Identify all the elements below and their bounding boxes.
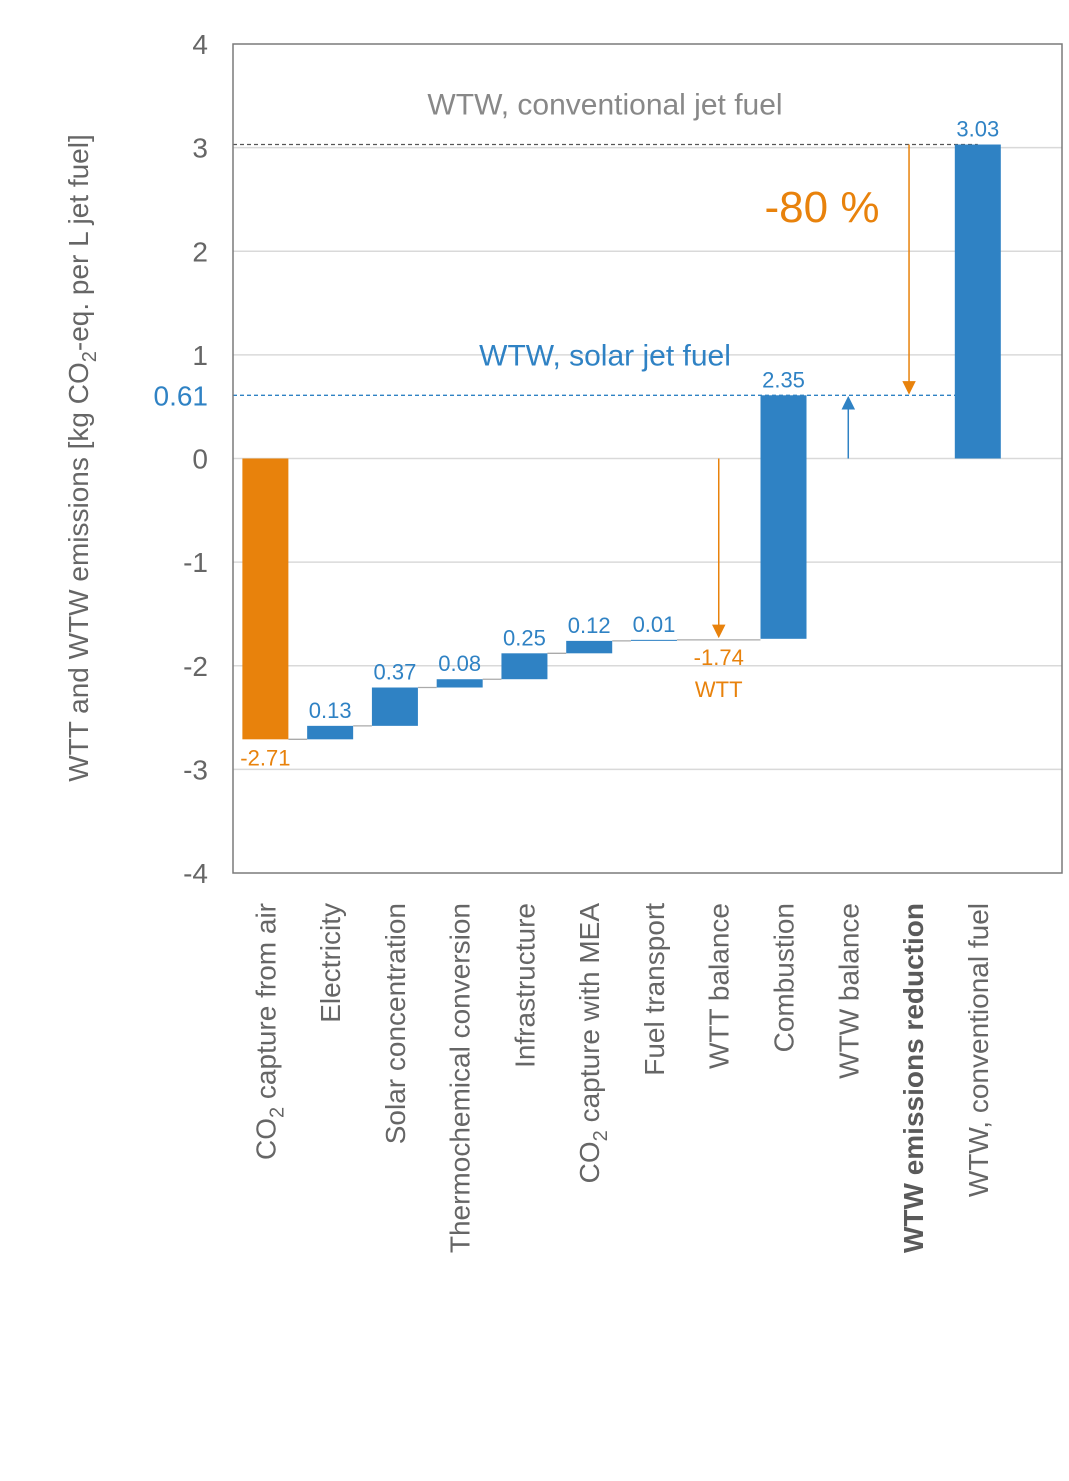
category-label: WTW emissions reduction (898, 903, 929, 1253)
bar (371, 687, 418, 726)
bar (566, 640, 613, 654)
category-label: Solar concentration (380, 903, 411, 1144)
data-label: 0.01 (633, 612, 676, 637)
y-tick-label: -2 (183, 651, 208, 682)
bar (436, 679, 483, 688)
category-label: CO2 capture with MEA (574, 903, 612, 1184)
data-label: 0.13 (309, 698, 352, 723)
bar (954, 144, 1001, 459)
data-label: 3.03 (956, 117, 999, 142)
bar (307, 725, 354, 740)
bars (242, 144, 1001, 740)
category-label: CO2 capture from air (250, 903, 288, 1160)
bar (242, 458, 289, 740)
bar (760, 395, 807, 639)
data-labels: WTW, conventional jet fuel WTW, solar jet… (240, 89, 999, 771)
data-label: 0.12 (568, 613, 611, 638)
reduction-label: -80 % (765, 183, 880, 232)
data-label: 2.35 (762, 367, 805, 392)
y-tick-label: 2 (192, 236, 208, 267)
y-tick-label: 3 (192, 133, 208, 164)
y-tick-label: 4 (192, 29, 208, 60)
category-label: WTW balance (833, 903, 864, 1079)
category-label: Thermochemical conversion (445, 903, 476, 1253)
arrows (711, 144, 916, 639)
connectors (288, 639, 761, 740)
category-label: WTT balance (704, 903, 735, 1069)
data-label: 0.08 (438, 651, 481, 676)
reference-line-label: WTW, conventional jet fuel (427, 89, 782, 122)
y-tick-label: -1 (183, 547, 208, 578)
data-label: 0.25 (503, 625, 546, 650)
category-label: Combustion (769, 903, 800, 1052)
reference-lines (233, 143, 978, 396)
category-label: Infrastructure (509, 903, 540, 1068)
category-label: WTW, conventional fuel (963, 903, 994, 1197)
reference-axis-label: 0.61 (154, 380, 209, 411)
reference-line-label: WTW, solar jet fuel (479, 339, 731, 372)
wtt-balance-label: -1.74 (694, 645, 744, 670)
y-axis-label: WTT and WTW emissions [kg CO2-eq. per L … (63, 134, 101, 782)
plot-frame (232, 43, 1063, 874)
data-label: -2.71 (240, 745, 290, 770)
y-tick-label: -4 (183, 858, 208, 889)
category-label: Fuel transport (639, 903, 670, 1076)
data-label: 0.37 (374, 660, 417, 685)
gridlines (233, 146, 1062, 771)
y-tick-label: -3 (183, 754, 208, 785)
y-tick-label: 0 (192, 444, 208, 475)
category-labels: CO2 capture from air Electricity Solar con… (250, 903, 993, 1253)
y-tick-labels: 4 3 2 1 0 -1 -2 -3 -4 0.61 (154, 29, 209, 889)
y-tick-label: 1 (192, 340, 208, 371)
bar (501, 653, 548, 680)
wtt-balance-sublabel: WTT (695, 677, 743, 702)
bar (630, 639, 677, 641)
category-label: Electricity (315, 903, 346, 1023)
